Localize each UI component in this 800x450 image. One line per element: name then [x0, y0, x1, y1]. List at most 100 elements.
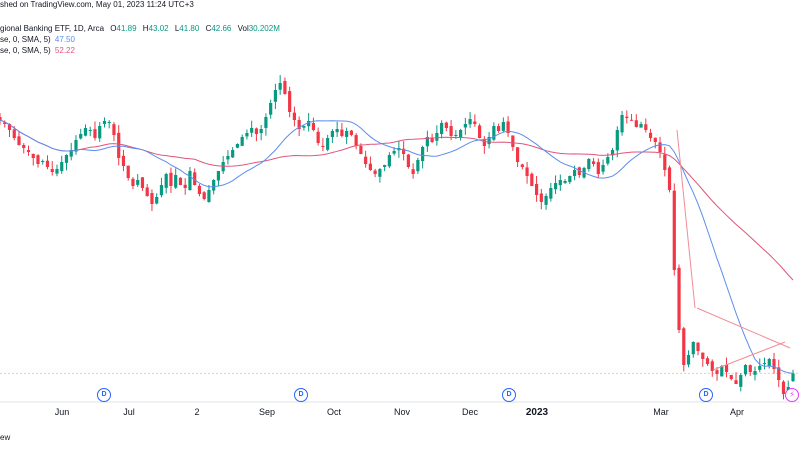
candle-body[interactable] — [259, 129, 263, 134]
candle-body[interactable] — [330, 131, 334, 138]
candle-body[interactable] — [677, 267, 681, 330]
candle-body[interactable] — [724, 364, 729, 372]
candle-body[interactable] — [121, 155, 126, 166]
candle-body[interactable] — [539, 193, 543, 202]
candle-body[interactable] — [705, 358, 710, 364]
candle-body[interactable] — [568, 176, 572, 183]
candle-body[interactable] — [663, 154, 667, 170]
candle-body[interactable] — [387, 155, 391, 167]
trendline-upper[interactable] — [696, 307, 791, 349]
candle-body[interactable] — [264, 117, 268, 128]
candle-body[interactable] — [634, 120, 638, 127]
candle-body[interactable] — [7, 123, 12, 130]
candle-body[interactable] — [525, 167, 529, 176]
candle-body[interactable] — [307, 121, 311, 127]
candle-body[interactable] — [440, 123, 444, 134]
candle-body[interactable] — [145, 187, 149, 196]
dividend-marker-2[interactable]: D — [294, 388, 308, 402]
candle-body[interactable] — [364, 156, 368, 164]
candle-body[interactable] — [762, 363, 767, 364]
candle-body[interactable] — [55, 169, 59, 174]
candle-body[interactable] — [250, 128, 254, 133]
candle-body[interactable] — [572, 170, 577, 177]
candle-body[interactable] — [682, 328, 686, 365]
candle-body[interactable] — [36, 155, 40, 164]
candle-body[interactable] — [183, 184, 187, 188]
candle-body[interactable] — [520, 164, 524, 167]
candle-body[interactable] — [492, 126, 496, 140]
candle-body[interactable] — [601, 165, 605, 172]
candle-body[interactable] — [378, 169, 382, 177]
candle-body[interactable] — [421, 147, 425, 162]
dividend-marker-1[interactable]: D — [97, 388, 111, 402]
candle-body[interactable] — [392, 151, 396, 154]
candle-body[interactable] — [349, 130, 353, 135]
candle-body[interactable] — [791, 373, 795, 382]
candle-body[interactable] — [0, 117, 2, 120]
candle-body[interactable] — [283, 81, 287, 94]
candle-body[interactable] — [212, 180, 216, 191]
candle-body[interactable] — [164, 174, 168, 188]
candle-body[interactable] — [553, 183, 558, 190]
candle-body[interactable] — [606, 157, 610, 164]
candle-body[interactable] — [41, 161, 45, 162]
candle-body[interactable] — [444, 122, 448, 128]
triangle-pattern-drawing[interactable] — [676, 129, 791, 371]
candle-body[interactable] — [45, 160, 50, 167]
candle-body[interactable] — [487, 137, 491, 145]
candle-body[interactable] — [288, 91, 292, 112]
candle-body[interactable] — [701, 352, 705, 359]
candle-body[interactable] — [496, 126, 501, 131]
candle-body[interactable] — [117, 132, 121, 158]
candle-body[interactable] — [69, 150, 73, 157]
candle-body[interactable] — [667, 167, 672, 190]
candle-body[interactable] — [720, 366, 724, 377]
candle-body[interactable] — [64, 155, 69, 163]
candle-body[interactable] — [159, 185, 164, 196]
candle-body[interactable] — [435, 133, 439, 141]
candle-body[interactable] — [202, 192, 206, 199]
candle-body[interactable] — [534, 183, 539, 195]
candle-body[interactable] — [620, 115, 624, 133]
candle-body[interactable] — [140, 177, 145, 188]
candle-body[interactable] — [311, 123, 316, 130]
candle-body[interactable] — [715, 370, 719, 374]
candle-body[interactable] — [359, 145, 363, 154]
ma2-legend[interactable]: se, 0, SMA, 5) 52.22 — [0, 46, 75, 56]
candle-body[interactable] — [102, 121, 107, 124]
candle-body[interactable] — [515, 147, 520, 162]
candle-body[interactable] — [245, 133, 249, 137]
candle-body[interactable] — [321, 145, 325, 147]
candle-body[interactable] — [197, 185, 202, 194]
candle-body[interactable] — [207, 190, 211, 202]
candle-body[interactable] — [316, 131, 320, 143]
candle-body[interactable] — [269, 103, 273, 115]
candle-body[interactable] — [17, 136, 21, 145]
candle-body[interactable] — [88, 130, 92, 131]
candle-body[interactable] — [459, 130, 463, 138]
candle-body[interactable] — [544, 196, 548, 205]
candle-body[interactable] — [691, 342, 695, 355]
candle-body[interactable] — [430, 138, 434, 142]
candle-body[interactable] — [302, 126, 306, 128]
candle-body[interactable] — [297, 119, 301, 129]
candle-body[interactable] — [240, 137, 244, 146]
candle-body[interactable] — [468, 119, 472, 125]
candle-body[interactable] — [335, 129, 339, 133]
candle-body[interactable] — [501, 122, 505, 131]
candle-body[interactable] — [629, 119, 634, 121]
candle-body[interactable] — [449, 126, 453, 136]
candle-body[interactable] — [93, 129, 97, 138]
candle-body[interactable] — [373, 170, 377, 174]
candle-body[interactable] — [150, 193, 154, 204]
candle-body[interactable] — [729, 374, 733, 379]
candle-body[interactable] — [615, 130, 619, 151]
candle-body[interactable] — [193, 172, 197, 185]
candle-body[interactable] — [131, 178, 135, 186]
candle-body[interactable] — [112, 124, 116, 135]
candle-body[interactable] — [739, 375, 743, 387]
candle-body[interactable] — [473, 121, 477, 124]
candle-body[interactable] — [60, 162, 64, 172]
candle-body[interactable] — [767, 359, 771, 366]
candle-body[interactable] — [83, 128, 88, 136]
